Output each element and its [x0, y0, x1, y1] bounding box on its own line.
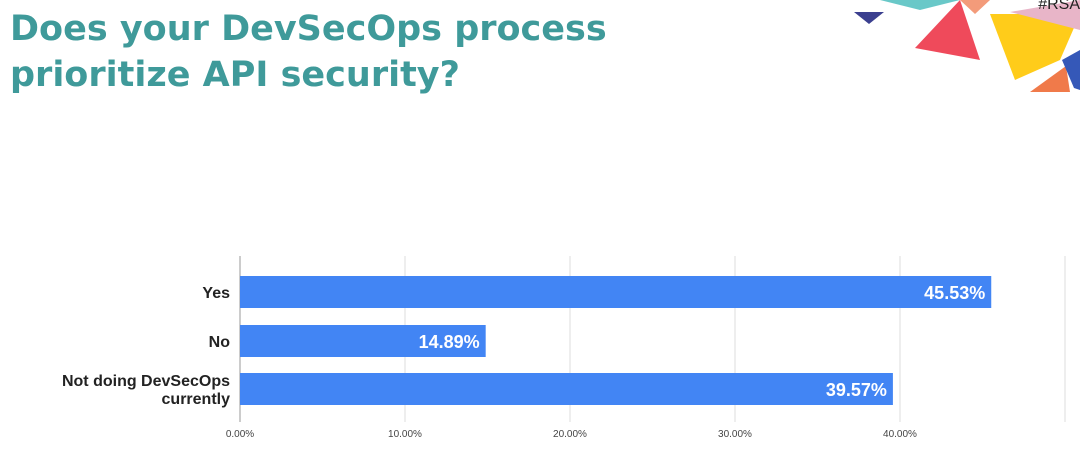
bar — [240, 373, 893, 405]
value-labels: 45.53% 14.89% 39.57% — [419, 283, 986, 400]
x-tick-label: 30.00% — [718, 429, 752, 440]
x-tick-label: 20.00% — [553, 429, 587, 440]
bar — [240, 276, 992, 308]
x-tick-labels: 0.00% 10.00% 20.00% 30.00% 40.00% — [226, 429, 917, 440]
x-tick-label: 40.00% — [883, 429, 917, 440]
value-label: 45.53% — [924, 283, 985, 303]
x-tick-label: 10.00% — [388, 429, 422, 440]
category-label: Not doing DevSecOps currently — [62, 373, 230, 408]
category-label: No — [209, 334, 231, 351]
bars — [240, 276, 992, 405]
value-label: 14.89% — [419, 332, 480, 352]
value-label: 39.57% — [826, 380, 887, 400]
category-label-line: Not doing DevSecOps — [62, 373, 230, 390]
hashtag-label: #RSA — [1038, 0, 1080, 13]
category-label-line: No — [209, 334, 231, 351]
category-labels: Yes No Not doing DevSecOps currently — [62, 285, 230, 408]
x-tick-label: 0.00% — [226, 429, 254, 440]
category-label: Yes — [202, 285, 230, 302]
bar — [240, 325, 486, 357]
decorative-triangles — [840, 0, 1080, 110]
slide-title: Does your DevSecOps process prioritize A… — [10, 9, 607, 95]
category-label-line: Yes — [202, 285, 230, 302]
category-label-line: currently — [162, 391, 231, 408]
